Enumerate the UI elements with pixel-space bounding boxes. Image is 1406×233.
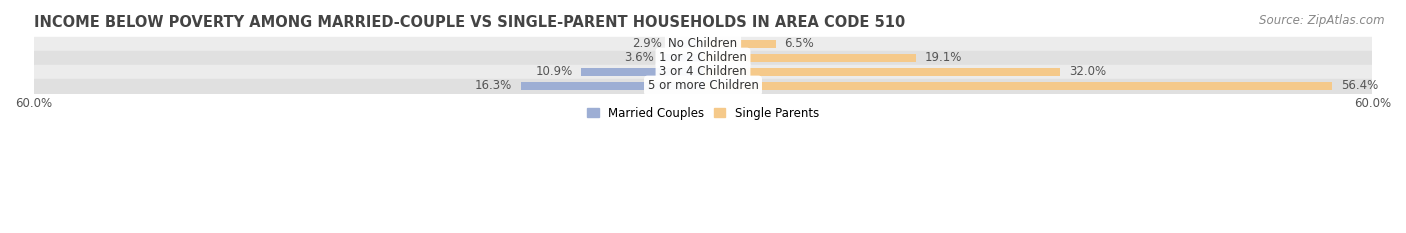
Text: 19.1%: 19.1% <box>925 51 962 64</box>
Bar <box>34 51 1372 65</box>
Bar <box>703 54 917 62</box>
Text: INCOME BELOW POVERTY AMONG MARRIED-COUPLE VS SINGLE-PARENT HOUSEHOLDS IN AREA CO: INCOME BELOW POVERTY AMONG MARRIED-COUPL… <box>34 15 905 30</box>
Text: 16.3%: 16.3% <box>475 79 512 92</box>
Text: 2.9%: 2.9% <box>631 37 662 50</box>
Text: 3.6%: 3.6% <box>624 51 654 64</box>
Bar <box>34 37 1372 51</box>
Bar <box>703 82 1333 90</box>
Text: 56.4%: 56.4% <box>1341 79 1378 92</box>
Bar <box>582 68 703 76</box>
Text: 32.0%: 32.0% <box>1069 65 1107 78</box>
Bar <box>662 54 703 62</box>
Text: 10.9%: 10.9% <box>536 65 572 78</box>
Bar <box>34 65 1372 79</box>
Bar <box>522 82 703 90</box>
Text: No Children: No Children <box>668 37 738 50</box>
Text: 5 or more Children: 5 or more Children <box>648 79 758 92</box>
Bar <box>34 79 1372 93</box>
Bar <box>703 68 1060 76</box>
Text: 1 or 2 Children: 1 or 2 Children <box>659 51 747 64</box>
Text: 3 or 4 Children: 3 or 4 Children <box>659 65 747 78</box>
Text: Source: ZipAtlas.com: Source: ZipAtlas.com <box>1260 14 1385 27</box>
Bar <box>671 40 703 48</box>
Text: 6.5%: 6.5% <box>785 37 814 50</box>
Bar <box>703 40 776 48</box>
Legend: Married Couples, Single Parents: Married Couples, Single Parents <box>582 102 824 124</box>
